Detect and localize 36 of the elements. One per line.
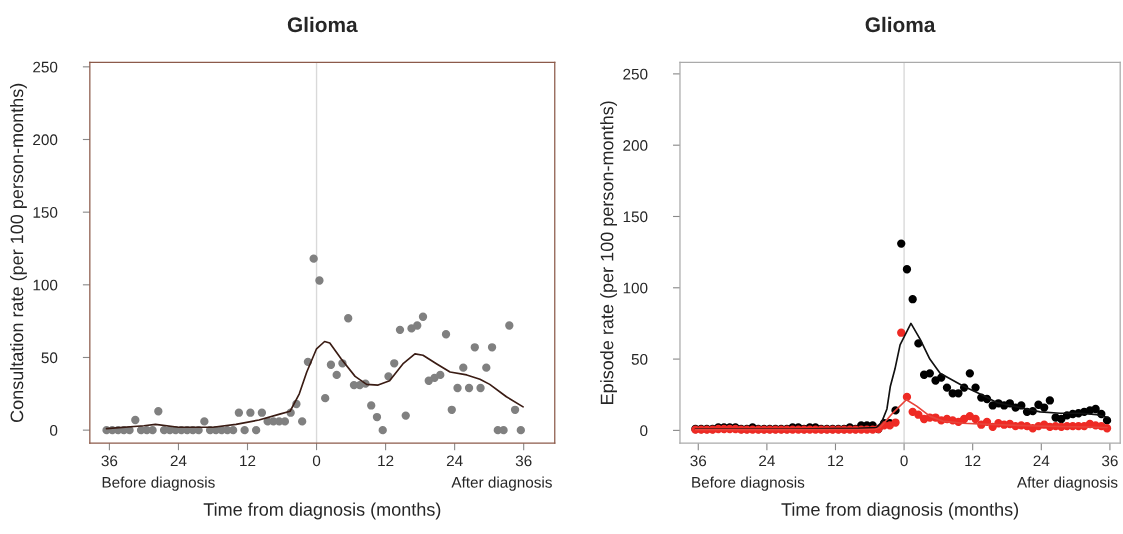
x-tick-label: 36 <box>101 455 118 467</box>
y-tick-label: 250 <box>623 68 648 80</box>
y-tick-label: 0 <box>640 425 648 437</box>
x-tick-label: 24 <box>446 455 463 467</box>
y-tick-label: 50 <box>631 353 648 365</box>
x-tick-label: 12 <box>828 455 844 467</box>
text: After diagnosis <box>451 476 552 491</box>
y-tick-label: 250 <box>33 61 58 73</box>
x-tick-label: 0 <box>900 455 908 467</box>
y-tick-label: 150 <box>33 207 58 218</box>
x-tick-label: 24 <box>759 455 775 467</box>
x-tick-label: 0 <box>312 455 321 467</box>
chart-title: Glioma <box>865 16 936 33</box>
y-tick-label: 200 <box>33 134 58 146</box>
y-tick-label: 100 <box>33 279 58 291</box>
x-tick-label: 12 <box>240 455 256 467</box>
x-tick-label: 36 <box>1101 455 1118 467</box>
x-tick-label: 12 <box>378 455 394 467</box>
y-axis-title: Episode rate (per 100 person-months) <box>600 101 617 404</box>
x-tick-label: 24 <box>1033 455 1050 467</box>
y-axis-title: Consultation rate (per 100 person-months) <box>10 83 27 423</box>
x-axis-title: Time from diagnosis (months) <box>203 502 441 520</box>
chart-title: Glioma <box>287 16 358 33</box>
x-tick-label: 12 <box>965 455 981 467</box>
y-tick-label: 200 <box>623 140 648 151</box>
x-tick-label: 36 <box>690 455 707 467</box>
y-tick-label: 100 <box>623 282 648 294</box>
text: After diagnosis <box>1016 476 1118 491</box>
x-tick-label: 36 <box>515 455 532 467</box>
x-tick-label: 24 <box>170 455 187 467</box>
x-axis-title: Time from diagnosis (months) <box>781 502 1019 520</box>
text: Before diagnosis <box>102 476 215 491</box>
text: Before diagnosis <box>692 476 805 491</box>
y-tick-label: 50 <box>41 352 58 364</box>
y-tick-label: 150 <box>623 211 648 223</box>
y-tick-label: 0 <box>50 425 58 436</box>
